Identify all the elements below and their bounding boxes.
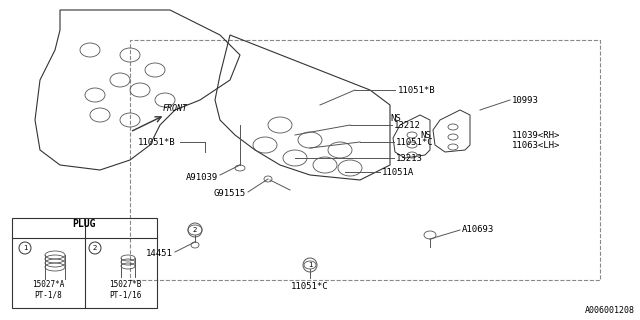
Text: 10993: 10993 xyxy=(512,95,539,105)
Text: 11039<RH>: 11039<RH> xyxy=(512,131,561,140)
Text: 11051*B: 11051*B xyxy=(138,138,175,147)
Text: G91515: G91515 xyxy=(214,189,246,198)
Text: FRONT: FRONT xyxy=(163,104,188,113)
Text: A006001208: A006001208 xyxy=(585,306,635,315)
Text: 14451: 14451 xyxy=(146,250,173,259)
Text: 11051*C: 11051*C xyxy=(291,282,329,291)
Text: 15027*B
PT-1/16: 15027*B PT-1/16 xyxy=(109,280,141,300)
Text: NS: NS xyxy=(420,131,431,140)
Text: 11051A: 11051A xyxy=(382,167,414,177)
Text: 1: 1 xyxy=(23,245,28,251)
Text: NS: NS xyxy=(390,114,401,123)
Text: 13213: 13213 xyxy=(396,154,423,163)
Text: A10693: A10693 xyxy=(462,226,494,235)
Text: PLUG: PLUG xyxy=(72,219,96,229)
Text: 11063<LH>: 11063<LH> xyxy=(512,140,561,149)
Text: 11051*C: 11051*C xyxy=(396,138,434,147)
Text: A91039: A91039 xyxy=(186,172,218,181)
Text: 2: 2 xyxy=(193,227,197,233)
Text: 11051*B: 11051*B xyxy=(398,85,436,94)
Text: 2: 2 xyxy=(93,245,97,251)
Text: 15027*A
PT-1/8: 15027*A PT-1/8 xyxy=(32,280,64,300)
Text: 1: 1 xyxy=(308,262,312,268)
Text: 13212: 13212 xyxy=(394,121,421,130)
